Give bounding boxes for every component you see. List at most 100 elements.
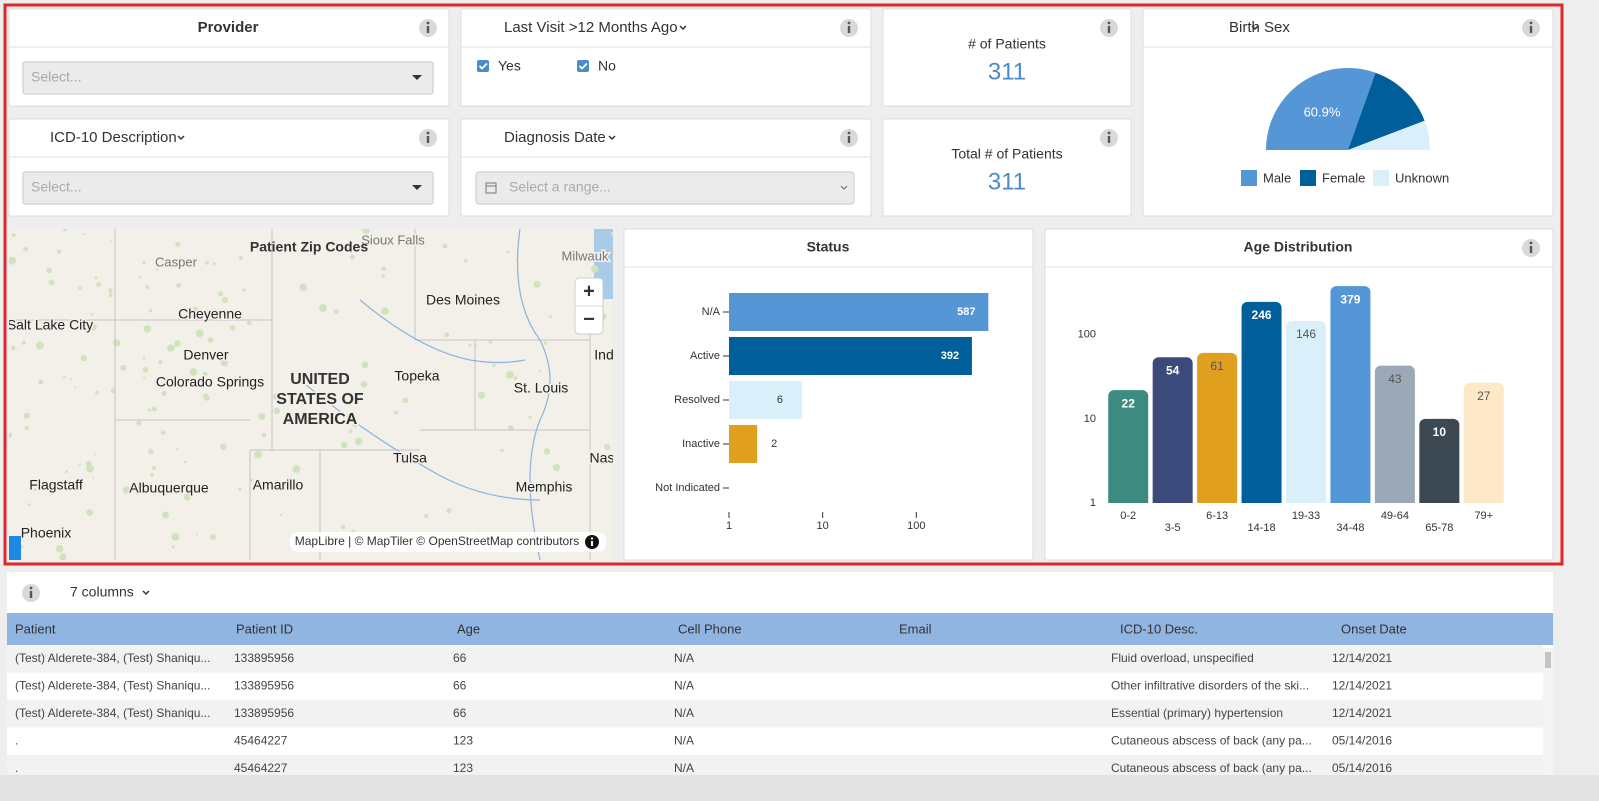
column-header[interactable]: Cell Phone (678, 621, 742, 636)
vegetation-patch (143, 325, 151, 333)
zoom-out[interactable]: − (583, 308, 595, 330)
scrollbar[interactable] (1543, 648, 1553, 775)
caret (412, 75, 422, 80)
vegetation-patch (261, 432, 267, 438)
columns-button[interactable]: 7 columns (70, 584, 134, 600)
column-header[interactable]: ICD-10 Desc. (1120, 621, 1198, 636)
caret (840, 185, 848, 190)
x-tick-label: 34-48 (1336, 522, 1364, 534)
map-label: Flagstaff (29, 477, 83, 493)
column-header[interactable]: Patient (15, 621, 56, 636)
bar (1419, 418, 1460, 503)
bar-base (1197, 497, 1238, 503)
vegetation-patch (85, 460, 92, 467)
vegetation-patch (122, 486, 130, 494)
vegetation-patch (349, 254, 355, 260)
vegetation-patch (78, 286, 82, 291)
vegetation-patch (463, 258, 468, 263)
zoom-in[interactable]: + (583, 280, 595, 302)
table-cell: N/A (674, 679, 694, 693)
column-header[interactable]: Onset Date (1341, 621, 1407, 636)
map-label: Denver (183, 347, 228, 363)
vegetation-patch (86, 464, 94, 473)
vegetation-patch (292, 465, 301, 473)
vegetation-patch (174, 344, 178, 348)
table-cell: N/A (674, 761, 694, 775)
vegetation-patch (186, 489, 190, 493)
table-cell: N/A (674, 733, 694, 747)
vegetation-patch (11, 233, 16, 237)
bar-value: 587 (957, 306, 975, 318)
bar-value: 2 (771, 438, 777, 450)
provider-select[interactable] (22, 61, 434, 95)
vegetation-patch (73, 386, 76, 389)
filter-title[interactable]: Last Visit >12 Months Ago (504, 19, 678, 36)
horizontal-scrollbar[interactable] (0, 775, 1599, 801)
vegetation-patch (446, 508, 452, 514)
table-cell: 12/14/2021 (1332, 706, 1392, 720)
column-header[interactable]: Email (899, 621, 932, 636)
vegetation-patch (477, 391, 486, 399)
pie-slice (1266, 68, 1376, 150)
filter-title[interactable]: ICD-10 Description (50, 129, 177, 146)
map-label: Milwauk (562, 248, 609, 263)
vegetation-patch (175, 241, 181, 247)
kpi-label: Total # of Patients (951, 146, 1062, 162)
vegetation-patch (210, 534, 216, 540)
column-header[interactable]: Patient ID (236, 621, 293, 636)
map-corner (9, 536, 21, 560)
range-placeholder: Select a range... (509, 179, 611, 195)
vegetation-patch (303, 412, 307, 417)
scroll-thumb[interactable] (1545, 652, 1551, 668)
table-row (7, 645, 1543, 673)
bar-value: 379 (1340, 292, 1360, 306)
vegetation-patch (250, 478, 254, 482)
checkbox[interactable] (477, 60, 489, 72)
filter-title: Provider (198, 19, 259, 36)
select-placeholder: Select... (31, 179, 82, 195)
info-glyph (1529, 26, 1533, 33)
filter-title[interactable]: Diagnosis Date (504, 129, 606, 146)
table-row (7, 727, 1543, 755)
bar-base (1108, 497, 1149, 503)
vegetation-patch (90, 313, 94, 316)
vegetation-patch (442, 243, 448, 249)
vegetation-patch (273, 407, 280, 415)
vegetation-patch (46, 267, 53, 274)
vegetation-patch (57, 249, 61, 254)
vegetation-patch (468, 343, 472, 347)
map[interactable]: Sioux Falls Casper Milwauk Salt Lake City Ch… (7, 226, 615, 560)
map-label: Tulsa (393, 450, 427, 466)
caret (142, 590, 150, 596)
y-tick-label: 100 (1078, 329, 1096, 341)
map-label: Colorado Springs (156, 374, 264, 390)
vegetation-patch (254, 450, 262, 459)
vegetation-patch (192, 306, 199, 313)
x-tick-label: 14-18 (1247, 522, 1275, 534)
map-label: Amarillo (253, 477, 304, 493)
bar-value: 6 (777, 394, 783, 406)
checkbox[interactable] (577, 60, 589, 72)
table-cell: 45464227 (234, 733, 288, 747)
checkbox-label: Yes (498, 58, 521, 74)
table-cell: Other infiltrative disorders of the ski.… (1111, 679, 1309, 693)
chart-title[interactable]: Birth Sex (1229, 19, 1290, 36)
bar (729, 381, 802, 419)
table-cell: (Test) Alderete-384, (Test) Shaniqu... (15, 651, 210, 665)
y-tick-label: 10 (1084, 413, 1096, 425)
icd-select[interactable] (22, 171, 434, 205)
table-cell: N/A (674, 651, 694, 665)
bar (1108, 390, 1149, 503)
caret (679, 25, 687, 31)
bar-value: 61 (1210, 359, 1224, 373)
vegetation-patch (230, 325, 236, 331)
info-glyph (426, 21, 430, 25)
date-range[interactable] (475, 171, 855, 205)
vegetation-patch (393, 410, 398, 415)
vegetation-patch (577, 257, 580, 260)
map-label: Albuquerque (129, 480, 209, 496)
column-header[interactable]: Age (457, 621, 480, 636)
bar-base (1463, 497, 1504, 503)
bar-value: 54 (1166, 363, 1180, 377)
